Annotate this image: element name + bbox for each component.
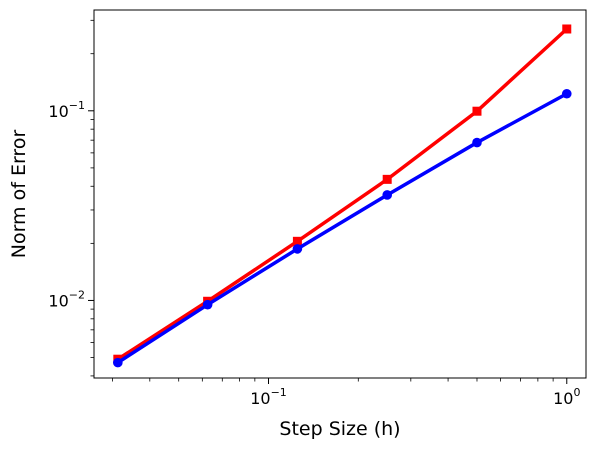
x-major-ticks: 10−1 100: [250, 378, 580, 408]
x-tick-label: 100: [553, 386, 580, 408]
data-point-square: [382, 174, 392, 184]
series-layer: [113, 24, 572, 368]
y-major-ticks: 10−2 10−1: [48, 99, 94, 310]
series-line: [116, 91, 569, 365]
x-tick-label: 10−1: [250, 386, 287, 408]
x-minor-ticks: [112, 378, 554, 382]
series-2: [113, 88, 572, 368]
data-point-square: [472, 106, 482, 116]
data-point-circle: [292, 244, 303, 254]
data-point-circle: [113, 357, 123, 368]
data-point-circle: [202, 299, 213, 310]
series-line: [116, 27, 569, 361]
data-point-circle: [561, 88, 572, 99]
data-point-square: [292, 236, 302, 246]
y-tick-label: 10−1: [48, 99, 85, 121]
y-minor-ticks: [90, 19, 94, 377]
series-1: [113, 24, 572, 364]
plot-frame: [93, 9, 587, 379]
y-tick-label: 10−2: [48, 288, 85, 310]
data-point-circle: [472, 137, 482, 148]
data-point-square: [562, 24, 572, 34]
x-axis-label: Step Size (h): [279, 418, 400, 440]
y-axis-label: Norm of Error: [8, 130, 30, 259]
data-point-circle: [382, 190, 392, 200]
